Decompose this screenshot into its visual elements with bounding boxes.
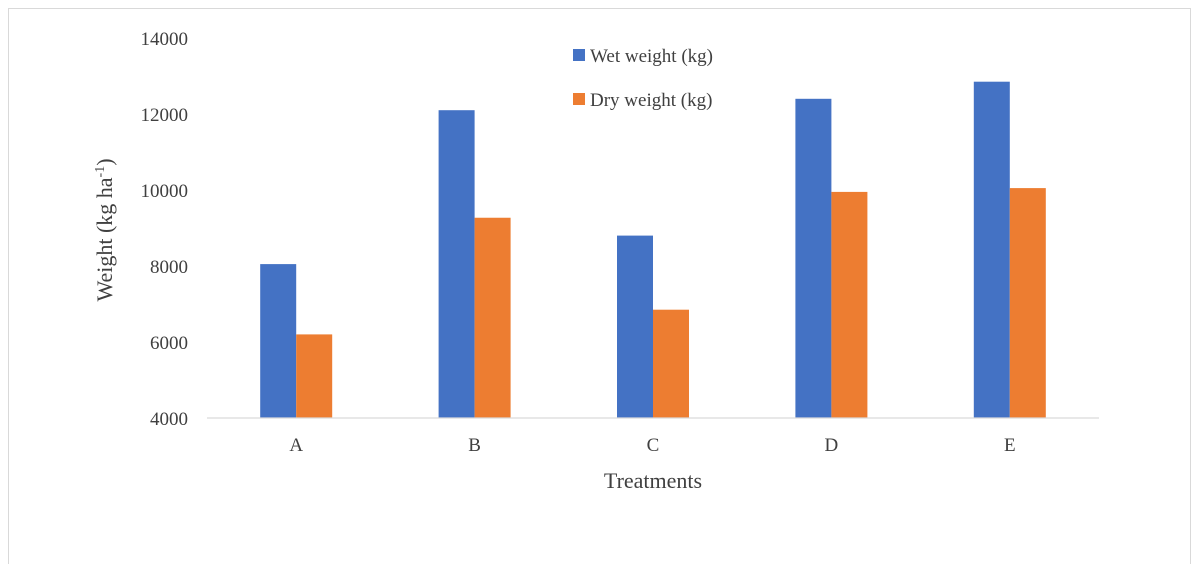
y-tick-label: 4000 [150,409,188,430]
legend-label-dry: Dry weight (kg) [590,90,712,111]
legend-label-wet: Wet weight (kg) [590,46,713,67]
bar-wet-E [973,81,1010,418]
y-axis-title: Weight (kg ha-1) [92,158,117,301]
y-tick-label: 8000 [150,257,188,278]
y-axis-title-suffix: ) [92,158,117,165]
bars [260,81,1046,419]
x-axis-ticks: A B C D E [289,435,1015,456]
y-axis-title-main: Weight (kg ha [92,177,117,301]
bar-dry-A [296,334,333,418]
bar-dry-C [653,309,689,418]
y-tick-label: 12000 [141,105,189,126]
y-axis-ticks: 4000 6000 8000 10000 12000 14000 [141,29,189,430]
bar-dry-B [474,217,511,418]
x-axis-title: Treatments [604,468,702,493]
bar-wet-C [617,235,653,418]
legend-swatch-wet [573,49,585,61]
bar-dry-E [1009,188,1046,418]
x-tick-label: D [825,435,839,456]
bar-wet-A [260,264,297,418]
x-tick-label: E [1004,435,1016,456]
y-axis-title-superscript: -1 [93,166,108,178]
y-tick-label: 14000 [141,29,189,50]
bar-wet-D [795,98,832,419]
x-tick-label: B [468,435,481,456]
y-tick-label: 10000 [141,181,189,202]
x-tick-label: C [647,435,660,456]
y-tick-label: 6000 [150,333,188,354]
bar-dry-D [831,191,868,418]
x-tick-label: A [289,435,303,456]
legend: Wet weight (kg) Dry weight (kg) [573,46,713,111]
legend-swatch-dry [573,93,585,105]
bar-wet-B [438,110,475,418]
